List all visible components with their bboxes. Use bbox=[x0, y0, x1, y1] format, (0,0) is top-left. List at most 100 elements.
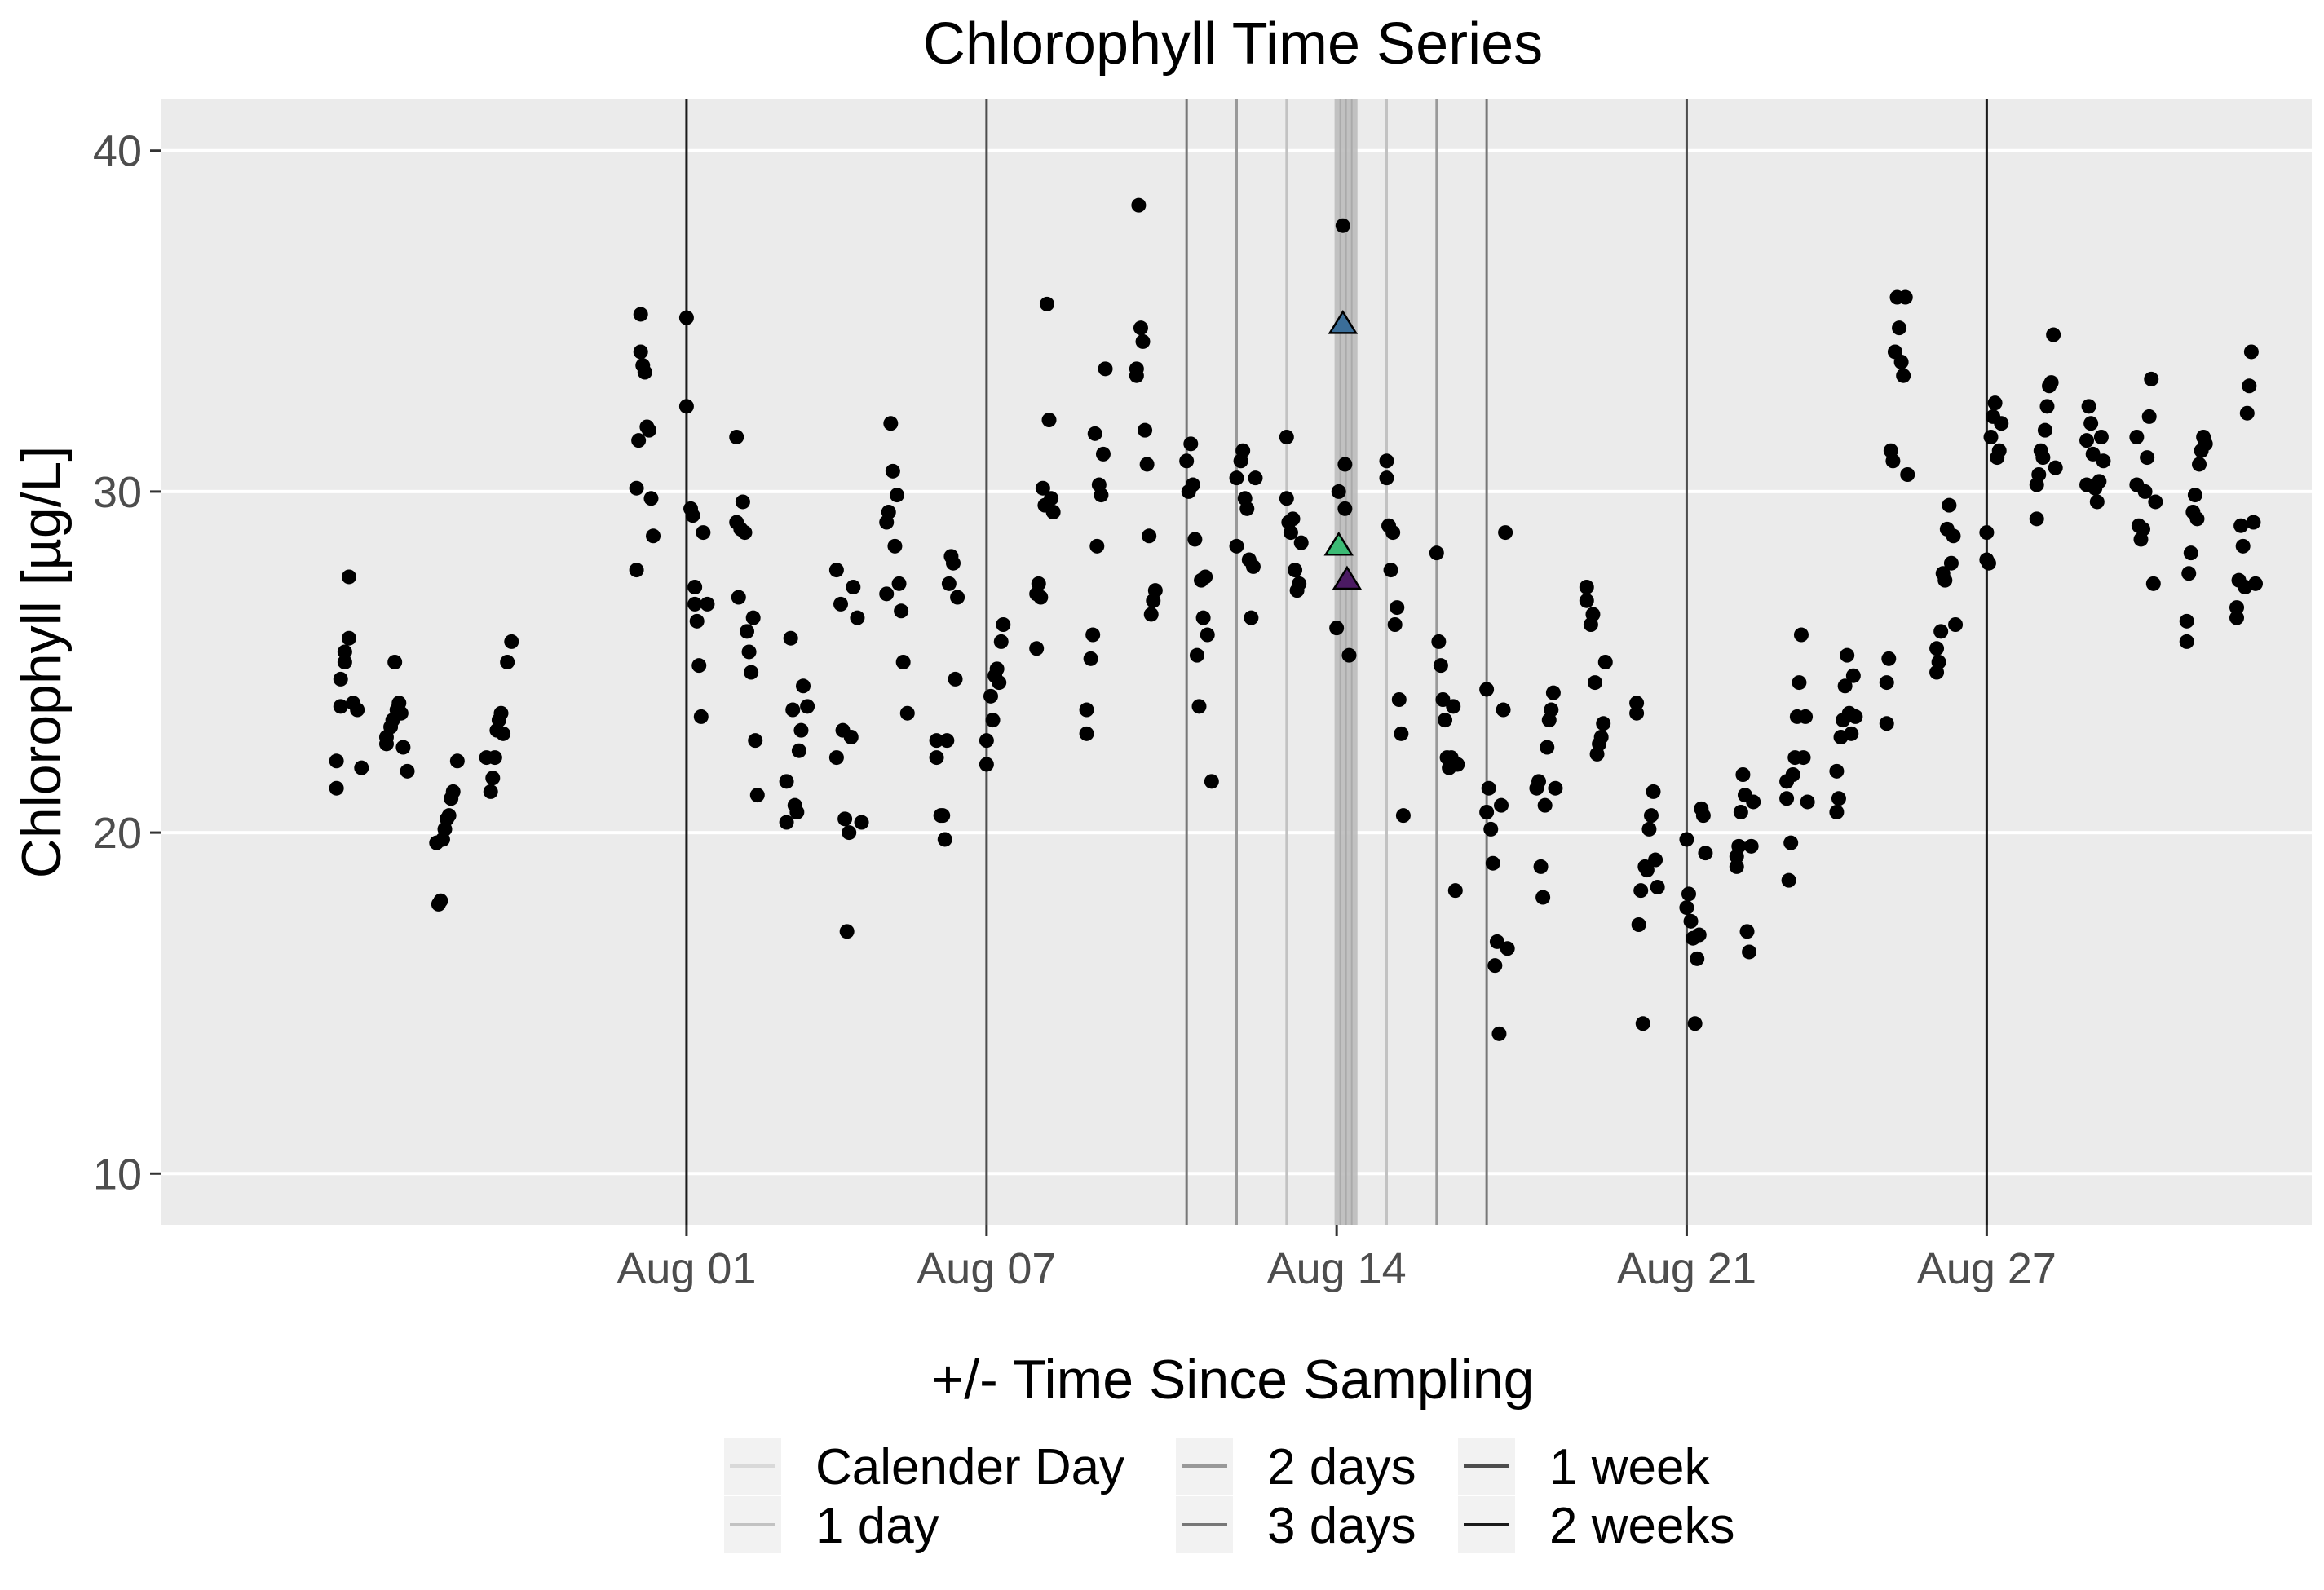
data-point bbox=[2141, 409, 2157, 424]
data-point bbox=[689, 613, 705, 629]
data-point bbox=[1089, 538, 1105, 554]
data-point bbox=[945, 555, 961, 571]
x-tick-label: Aug 14 bbox=[1267, 1244, 1407, 1293]
data-point bbox=[2242, 378, 2257, 394]
data-point bbox=[1929, 641, 1945, 656]
data-point bbox=[2081, 399, 2096, 414]
data-point bbox=[1138, 422, 1153, 438]
data-point bbox=[1845, 668, 1861, 683]
data-point bbox=[1438, 713, 1453, 728]
data-point bbox=[1433, 658, 1448, 674]
data-point bbox=[485, 771, 501, 786]
data-point bbox=[843, 730, 859, 744]
data-point bbox=[483, 784, 498, 799]
data-point bbox=[748, 733, 763, 749]
data-point bbox=[1491, 1026, 1507, 1041]
data-point bbox=[1200, 627, 1215, 643]
data-point bbox=[1981, 555, 1996, 571]
data-point bbox=[779, 774, 794, 789]
data-point bbox=[1641, 821, 1657, 837]
data-point bbox=[1698, 846, 1713, 861]
data-point bbox=[504, 634, 519, 649]
data-point bbox=[2246, 515, 2261, 530]
data-point bbox=[633, 307, 648, 322]
data-point bbox=[1385, 525, 1401, 541]
data-point bbox=[1533, 859, 1549, 874]
data-point bbox=[2079, 433, 2095, 448]
data-point bbox=[1083, 651, 1098, 666]
data-point bbox=[1500, 941, 1515, 956]
data-point bbox=[2085, 446, 2101, 462]
y-tick-label: 40 bbox=[93, 127, 142, 176]
data-point bbox=[833, 596, 849, 612]
data-point bbox=[1044, 491, 1059, 506]
data-point bbox=[2029, 511, 2044, 527]
data-point bbox=[433, 893, 448, 908]
data-point bbox=[850, 610, 865, 625]
data-point bbox=[1779, 791, 1795, 806]
data-point bbox=[2229, 600, 2245, 616]
data-point bbox=[2233, 518, 2249, 533]
data-point bbox=[894, 603, 909, 619]
data-point bbox=[1946, 528, 1961, 544]
data-point bbox=[796, 678, 811, 694]
data-point bbox=[1731, 838, 1747, 854]
data-point bbox=[1248, 470, 1263, 486]
data-point bbox=[2089, 494, 2105, 510]
data-point bbox=[887, 538, 903, 554]
data-point bbox=[696, 525, 711, 541]
legend-label: 3 days bbox=[1267, 1498, 1416, 1554]
data-point bbox=[1496, 702, 1511, 718]
data-point bbox=[1033, 590, 1049, 605]
data-point bbox=[1793, 627, 1809, 643]
data-point bbox=[1239, 501, 1255, 516]
data-point bbox=[1643, 808, 1659, 824]
data-point bbox=[2187, 488, 2202, 503]
data-point bbox=[1131, 197, 1147, 213]
data-point bbox=[1085, 627, 1101, 643]
data-point bbox=[1244, 610, 1259, 625]
data-point bbox=[1204, 774, 1219, 789]
data-point bbox=[1683, 913, 1699, 929]
data-point bbox=[1390, 600, 1405, 616]
sampling-marker bbox=[1328, 310, 1359, 334]
data-point bbox=[1798, 709, 1814, 724]
data-point bbox=[633, 344, 648, 360]
x-tick-label: Aug 01 bbox=[616, 1244, 756, 1293]
data-point bbox=[500, 655, 515, 669]
data-point bbox=[646, 528, 661, 544]
data-point bbox=[1229, 470, 1244, 486]
data-point bbox=[393, 705, 409, 721]
data-point bbox=[745, 610, 761, 625]
data-point bbox=[1095, 446, 1111, 462]
data-point bbox=[1293, 535, 1309, 550]
data-point bbox=[1900, 467, 1915, 482]
data-point bbox=[329, 780, 344, 796]
data-point bbox=[1279, 491, 1294, 506]
data-point bbox=[1746, 794, 1761, 810]
data-point bbox=[387, 655, 403, 669]
chart-title: Chlorophyll Time Series bbox=[923, 11, 1543, 77]
data-point bbox=[1429, 545, 1444, 561]
data-point bbox=[1179, 453, 1195, 469]
data-point bbox=[395, 740, 411, 755]
x-tick-label: Aug 21 bbox=[1617, 1244, 1756, 1293]
data-point bbox=[2189, 511, 2205, 527]
reference-lines bbox=[685, 99, 1988, 1225]
data-point bbox=[979, 757, 994, 772]
data-point bbox=[1629, 705, 1645, 721]
data-point bbox=[1743, 838, 1759, 854]
data-point bbox=[441, 808, 457, 824]
data-point bbox=[2229, 610, 2245, 625]
data-point bbox=[1379, 453, 1394, 469]
data-point bbox=[1185, 477, 1200, 492]
data-point bbox=[1848, 709, 1863, 724]
data-point bbox=[629, 480, 644, 496]
data-point bbox=[846, 580, 861, 594]
data-point bbox=[839, 924, 855, 939]
data-point bbox=[1681, 886, 1696, 902]
legend-label: Calender Day bbox=[815, 1439, 1124, 1495]
data-point bbox=[496, 726, 511, 741]
data-point bbox=[2093, 430, 2109, 444]
